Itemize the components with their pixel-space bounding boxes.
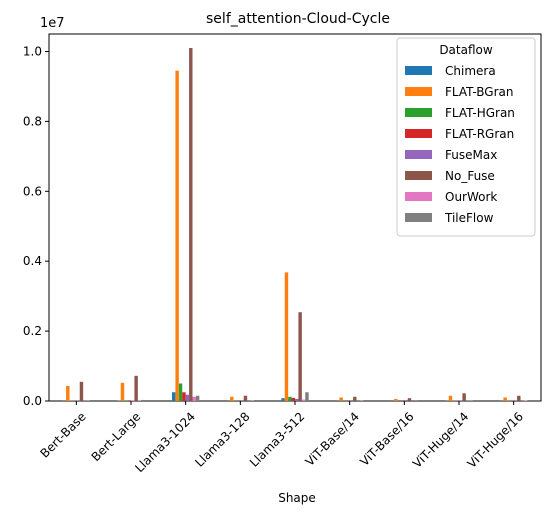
x-tick-label: Bert-Base	[37, 409, 88, 460]
legend-swatch	[405, 87, 432, 96]
bar-tileflow-1	[141, 400, 144, 401]
bar-no-fuse-8	[517, 396, 520, 401]
legend: Dataflow Chimera FLAT-BGran FLAT-HGran FLAT…	[397, 38, 535, 236]
bar-fusemax-2	[186, 395, 189, 401]
legend-label: OurWork	[445, 190, 497, 204]
bar-flat-bgran-5	[339, 398, 342, 402]
bar-fusemax-1	[131, 400, 134, 401]
legend-swatch	[405, 213, 432, 222]
y-tick-label: 0.2	[23, 324, 42, 338]
y-tick-label: 0.8	[23, 114, 42, 128]
y-tick-label: 1.0	[23, 44, 42, 58]
bar-flat-bgran-2	[175, 71, 178, 401]
legend-label: FuseMax	[445, 148, 497, 162]
legend-label: TileFlow	[444, 211, 494, 225]
legend-label: No_Fuse	[445, 169, 495, 183]
bar-tileflow-8	[524, 400, 527, 401]
legend-title: Dataflow	[439, 43, 493, 57]
bar-flat-rgran-2	[182, 392, 185, 401]
x-tick-label: ViT-Huge/14	[410, 409, 471, 470]
bar-flat-hgran-1	[124, 400, 127, 401]
bar-no-fuse-5	[353, 397, 356, 401]
bar-ourwork-2	[193, 397, 196, 401]
y-axis: 0.0 0.2 0.4 0.6 0.8 1.0	[23, 44, 49, 408]
bar-no-fuse-0	[80, 382, 83, 401]
y-tick-label: 0.4	[23, 254, 42, 268]
bar-flat-rgran-4	[292, 398, 295, 401]
legend-swatch	[405, 108, 432, 117]
legend-swatch	[405, 150, 432, 159]
bar-ourwork-4	[302, 400, 305, 401]
legend-swatch	[405, 66, 432, 75]
bar-flat-hgran-4	[288, 397, 291, 401]
legend-swatch	[405, 192, 432, 201]
bar-chimera-2	[172, 392, 175, 401]
x-tick-label: Bert-Large	[89, 409, 144, 464]
bar-flat-bgran-8	[503, 398, 506, 402]
bar-no-fuse-7	[462, 393, 465, 401]
x-axis: Bert-Base Bert-LargeLlama3-1024Llama3-128…	[37, 401, 526, 475]
x-tick-label: Llama3-128	[192, 409, 252, 469]
bar-tileflow-7	[469, 400, 472, 401]
bar-flat-bgran-6	[394, 399, 397, 401]
y-tick-label: 0.0	[23, 394, 42, 408]
x-tick-label: ViT-Huge/16	[465, 409, 526, 470]
chart-title: self_attention-Cloud-Cycle	[206, 11, 390, 27]
bar-tileflow-0	[87, 400, 90, 401]
bar-flat-hgran-2	[179, 384, 182, 401]
bar-flat-rgran-1	[128, 400, 131, 401]
y-tick-label: 0.6	[23, 184, 42, 198]
legend-label: FLAT-HGran	[445, 106, 515, 120]
bar-tileflow-4	[305, 392, 308, 401]
legend-swatch	[405, 129, 432, 138]
legend-swatch	[405, 171, 432, 180]
x-axis-label: Shape	[278, 491, 316, 505]
bar-no-fuse-6	[408, 398, 411, 401]
y-scale-label: 1e7	[40, 16, 65, 31]
bar-flat-bgran-0	[66, 386, 69, 401]
legend-label: FLAT-RGran	[445, 127, 514, 141]
bar-no-fuse-1	[134, 376, 137, 401]
bar-fusemax-4	[295, 399, 298, 401]
bar-tileflow-2	[196, 396, 199, 401]
bar-flat-bgran-4	[285, 272, 288, 401]
bar-chimera-4	[281, 398, 284, 401]
legend-label: FLAT-BGran	[445, 85, 513, 99]
bar-no-fuse-2	[189, 48, 192, 401]
bar-no-fuse-3	[244, 396, 247, 401]
x-tick-label: ViT-Base/14	[303, 409, 362, 468]
bar-flat-bgran-1	[121, 383, 124, 401]
bar-flat-bgran-7	[449, 396, 452, 401]
bar-no-fuse-4	[298, 312, 301, 401]
x-tick-label: Llama3-512	[247, 409, 307, 469]
legend-label: Chimera	[445, 64, 496, 78]
bar-flat-bgran-3	[230, 397, 233, 401]
x-tick-label: ViT-Base/16	[357, 409, 416, 468]
